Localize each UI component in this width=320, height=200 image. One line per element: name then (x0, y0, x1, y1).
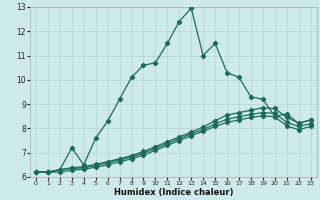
X-axis label: Humidex (Indice chaleur): Humidex (Indice chaleur) (114, 188, 233, 197)
